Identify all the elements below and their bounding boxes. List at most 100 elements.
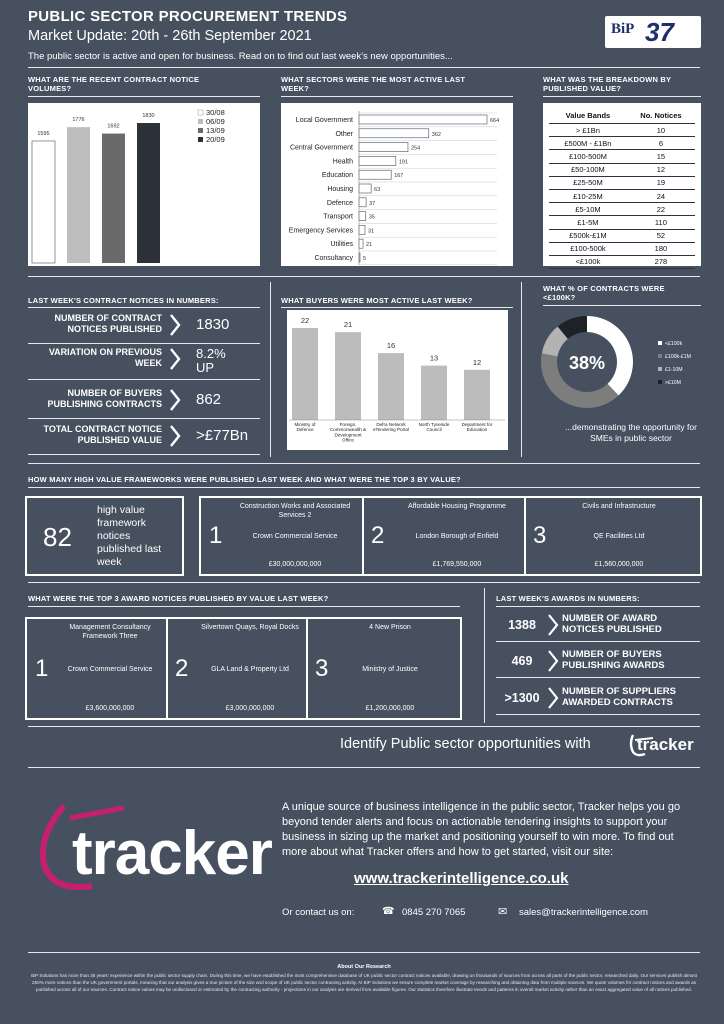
top3-value: £3,600,000,000: [85, 705, 135, 712]
top3-buyer: Ministry of Justice: [362, 665, 418, 673]
frameworks-top3-box: 1 Construction Works and Associated Servi…: [199, 496, 702, 576]
bands-row: £25-50M 19: [549, 176, 695, 190]
buyer-bar: [292, 328, 318, 420]
frameworks-count-box: 82 high value framework notices publishe…: [25, 496, 184, 576]
volumes-divider: [28, 96, 260, 97]
award-row-divider: [496, 677, 700, 678]
buyer-category-label: Defra Network eTendering Portal: [373, 422, 409, 432]
donut-legend-swatch: [658, 367, 662, 371]
sectors-title: WHAT SECTORS WERE THE MOST ACTIVE LAST W…: [281, 75, 466, 93]
identify-text: Identify Public sector opportunities wit…: [340, 736, 591, 752]
buyers-chart-panel: 22 Ministry of Defence 21 Foreign, Commonweal…: [287, 310, 508, 450]
numbers-divider: [28, 307, 260, 308]
section2-vdivider-2: [521, 282, 522, 457]
award-row-divider: [496, 714, 700, 715]
sector-value-label: 63: [374, 187, 380, 193]
sector-label: Local Government: [296, 117, 353, 124]
volume-data-label: 1692: [107, 124, 119, 130]
top3-divider: [166, 619, 168, 718]
bands-table: Value Bands No. Notices > £1Bn 10 £500M - …: [549, 108, 695, 270]
tracker-swoosh-small-icon: [629, 734, 654, 757]
bands-cell-band: <£100k: [549, 255, 627, 270]
top3-name: Silvertown Quays, Royal Docks: [201, 624, 299, 631]
bands-cell-band: £25-50M: [549, 176, 627, 190]
sector-value-label: 362: [432, 132, 441, 138]
page-title: PUBLIC SECTOR PROCUREMENT TRENDS: [28, 8, 348, 25]
header-divider: [28, 67, 700, 68]
footer-title: About Our Research: [337, 964, 391, 970]
frameworks-count-text: high value framework notices published l…: [97, 504, 162, 568]
bands-panel: Value Bands No. Notices > £1Bn 10 £500M - …: [543, 103, 701, 270]
legend-label: 06/09: [206, 117, 225, 126]
bands-row: £1-5M 110: [549, 215, 695, 230]
sector-value-label: 5: [363, 256, 366, 262]
top3-value: £3,000,000,000: [225, 705, 275, 712]
top3-value: £1,560,000,000: [594, 561, 644, 568]
footer-text: BiP Solutions has more than 36 years' ex…: [31, 973, 697, 992]
donut-slice: [557, 316, 587, 339]
numbers-row-divider: [28, 343, 260, 344]
sectors-chart-panel: Local Government 664 Other 362 Central Gover…: [281, 103, 513, 266]
buyer-category-label: Department for Education: [462, 422, 493, 432]
bands-title: WHAT WAS THE BREAKDOWN BY PUBLISHED VALU…: [543, 75, 672, 93]
award-number-label: NUMBER OF AWARD NOTICES PUBLISHED: [562, 613, 662, 635]
intro-text: The public sector is active and open for…: [28, 51, 453, 62]
top3-name: Management Consultancy Framework Three: [69, 624, 151, 640]
contact-label: Or contact us on:: [282, 907, 355, 918]
sector-value-label: 37: [369, 201, 375, 207]
bands-row: £10-25M 24: [549, 189, 695, 204]
donut-slice: [541, 326, 568, 357]
top3-buyer: Crown Commercial Service: [252, 533, 338, 540]
top3-rank: 2: [175, 654, 189, 682]
email-address[interactable]: sales@trackerintelligence.com: [519, 907, 648, 918]
volume-bar: [31, 140, 56, 264]
award-number-label: NUMBER OF BUYERS PUBLISHING AWARDS: [562, 649, 665, 671]
bands-cell-band: £100-500k: [549, 242, 627, 256]
phone-number[interactable]: 0845 270 7065: [402, 907, 466, 918]
section5-divider: [28, 726, 700, 727]
sector-bar: [358, 169, 392, 180]
award-number-row: 469 NUMBER OF BUYERS PUBLISHING AWARDS: [496, 648, 702, 678]
section4-vdivider: [484, 588, 485, 723]
sectors-chart: Local Government 664 Other 362 Central Gover…: [289, 111, 499, 266]
frameworks-count: 82: [43, 522, 72, 552]
volume-bar: [137, 123, 160, 263]
sector-label: Health: [333, 158, 353, 165]
award-number-value: >1300: [504, 691, 540, 705]
numbers-row: VARIATION ON PREVIOUS WEEK 8.2% UP: [28, 346, 260, 380]
bands-cell-band: £100-500M: [549, 149, 627, 164]
sector-label: Transport: [323, 214, 353, 221]
promo-divider: [28, 767, 700, 768]
bands-cell-band: £50-100M: [549, 163, 627, 177]
numbers-row-divider: [28, 379, 260, 380]
donut-legend-label: £1-10M: [665, 367, 683, 373]
sectors-divider: [281, 96, 513, 97]
sector-value-label: 191: [399, 159, 408, 165]
bands-cell-count: 52: [626, 229, 695, 243]
top3-rank: 3: [315, 654, 329, 682]
top3-buyer: GLA Land & Property Ltd: [211, 665, 289, 673]
donut-legend-label: <£100k: [665, 341, 683, 347]
sector-label: Emergency Services: [289, 227, 354, 234]
top3-divider: [362, 498, 364, 574]
numbers-row-label: TOTAL CONTRACT NOTICE PUBLISHED VALUE: [43, 424, 163, 445]
sector-value-label: 254: [411, 146, 420, 152]
numbers-row-value: 8.2% UP: [196, 346, 226, 375]
sector-bar: [358, 156, 397, 166]
bands-cell-count: 24: [626, 189, 695, 204]
bands-row: £100-500k 180: [549, 242, 695, 256]
buyers-divider: [281, 307, 513, 308]
buyer-category-label: Ministry of Defence: [295, 422, 317, 432]
volume-data-label: 1830: [142, 113, 154, 119]
sector-label: Central Government: [290, 145, 353, 152]
tracker-link[interactable]: www.trackerintelligence.co.uk: [354, 870, 569, 887]
sector-value-label: 31: [368, 228, 374, 234]
numbers-row: TOTAL CONTRACT NOTICE PUBLISHED VALUE >£7…: [28, 424, 260, 455]
award-number-label: NUMBER OF SUPPLIERS AWARDED CONTRACTS: [562, 686, 677, 708]
buyer-data-label: 12: [473, 358, 481, 367]
bands-cell-count: 278: [626, 255, 695, 270]
promo-body: A unique source of business intelligence…: [282, 801, 681, 858]
section4-divider: [28, 582, 700, 583]
numbers-row: NUMBER OF BUYERS PUBLISHING CONTRACTS 862: [28, 388, 260, 419]
